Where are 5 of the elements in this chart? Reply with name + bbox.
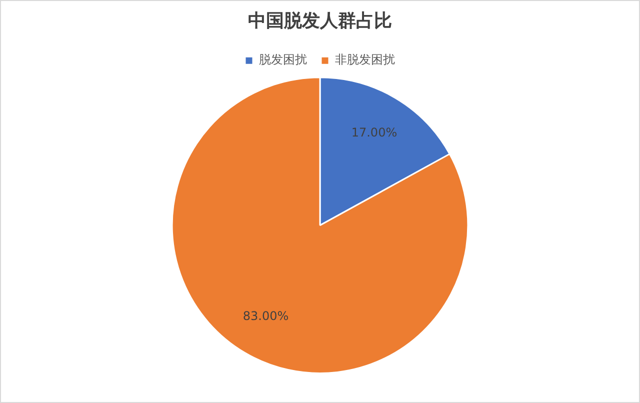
data-label: 17.00%: [351, 126, 398, 140]
legend-label: 脱发困扰: [259, 52, 307, 67]
data-label: 83.00%: [242, 309, 289, 324]
legend-label: 非脱发困扰: [335, 52, 395, 67]
chart-title: 中国脱发人群占比: [248, 10, 392, 32]
